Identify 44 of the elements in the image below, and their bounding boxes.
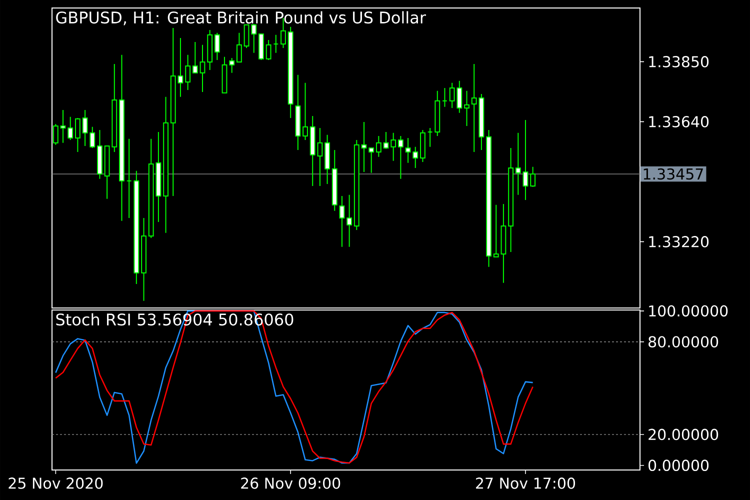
candlestick [229, 57, 235, 74]
candlestick [464, 90, 470, 126]
candlestick [390, 132, 396, 162]
y-tick-label: 100.00000 [649, 305, 728, 317]
y-tick-label: 0.00000 [648, 460, 709, 472]
candlestick [398, 135, 404, 180]
ref-line-label: 1.33457 [644, 168, 703, 180]
chart-title: GBPUSD, H1: Great Britain Pound vs US Dollar [56, 11, 426, 26]
candlestick [266, 39, 272, 60]
candlestick [361, 121, 367, 172]
candlestick [178, 37, 184, 98]
candlestick [405, 137, 411, 164]
candlestick [302, 82, 308, 140]
candlestick [412, 146, 418, 168]
candlestick [52, 123, 58, 146]
candlestick [251, 23, 257, 54]
candlestick [236, 32, 242, 62]
candlestick [60, 109, 66, 144]
candlestick [376, 135, 382, 158]
candlestick [339, 195, 345, 248]
candlestick [185, 54, 191, 90]
candlestick [75, 117, 80, 152]
candlestick [383, 131, 389, 150]
y-tick-label: 1.33850 [649, 56, 709, 68]
y-tick-label: 20.00000 [648, 428, 718, 440]
candlestick [346, 194, 352, 248]
candlestick [368, 147, 374, 174]
candlestick [200, 44, 206, 92]
candlestick [90, 126, 96, 148]
candlestick [68, 116, 74, 140]
candlestick [522, 119, 528, 200]
y-tick-label: 1.33220 [649, 236, 709, 248]
x-tick-label: 26 Nov 09:00 [241, 478, 340, 489]
candlestick [515, 132, 521, 196]
candlestick [192, 41, 198, 74]
candlestick [82, 109, 88, 146]
candlestick [244, 24, 250, 48]
y-tick-label: 80.00000 [648, 336, 718, 348]
candlestick [493, 204, 499, 258]
y-tick-label: 1.33640 [649, 116, 709, 128]
x-tick-label: 27 Nov 17:00 [476, 478, 576, 489]
x-tick-label: 25 Nov 2020 [8, 478, 103, 489]
candlestick [530, 166, 536, 188]
candlestick [214, 32, 220, 60]
